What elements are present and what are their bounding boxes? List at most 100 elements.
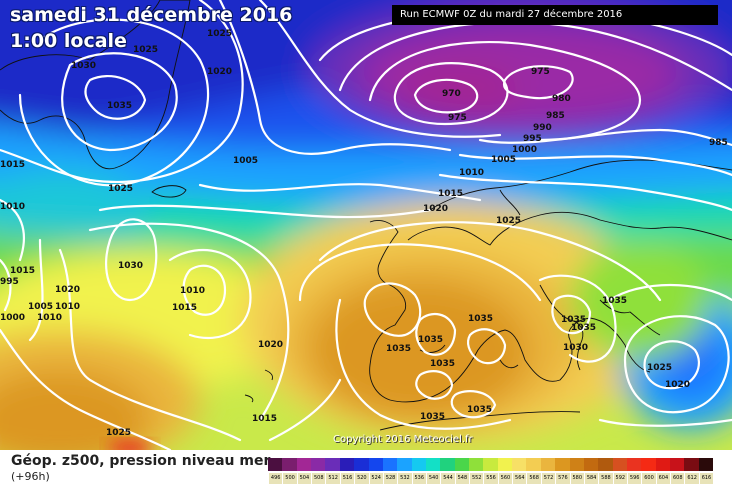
color-scale-swatch bbox=[397, 458, 412, 471]
color-scale-swatch bbox=[569, 458, 584, 471]
color-scale-tick-label: 592 bbox=[612, 473, 627, 484]
pressure-label: 990 bbox=[533, 123, 552, 133]
pressure-label: 1035 bbox=[571, 323, 596, 333]
model-run-info: Run ECMWF 0Z du mardi 27 décembre 2016 bbox=[392, 5, 718, 25]
color-scale-swatch bbox=[454, 458, 470, 471]
pressure-label: 1010 bbox=[37, 313, 62, 323]
legend-panel: Géop. z500, pression niveau mer (+96h) 4… bbox=[0, 450, 732, 488]
pressure-label: 1015 bbox=[10, 266, 35, 276]
color-scale-swatch bbox=[382, 458, 398, 471]
color-scale-swatch bbox=[368, 458, 383, 471]
color-scale-swatch bbox=[311, 458, 326, 471]
color-scale-swatch bbox=[425, 458, 441, 471]
color-scale-tick-label: 516 bbox=[339, 473, 355, 484]
color-scale-ticks: 496 500 504 508 512 516 520 524 528 532 536 540 544 5… bbox=[268, 473, 714, 484]
color-scale-swatch bbox=[440, 458, 455, 471]
color-scale: 496 500 504 508 512 516 520 524 528 532 536 540 544 5… bbox=[268, 458, 714, 484]
color-scale-tick-label: 520 bbox=[354, 473, 369, 484]
color-scale-swatch bbox=[555, 458, 570, 471]
pressure-label: 1020 bbox=[55, 285, 80, 295]
pressure-label: 1025 bbox=[106, 428, 131, 438]
pressure-label: 970 bbox=[442, 89, 461, 99]
pressure-label: 1030 bbox=[118, 261, 143, 271]
pressure-label: 1025 bbox=[647, 363, 672, 373]
color-scale-tick-label: 588 bbox=[598, 473, 613, 484]
pressure-label: 1035 bbox=[386, 344, 411, 354]
color-scale-tick-label: 560 bbox=[497, 473, 513, 484]
pressure-label: 975 bbox=[531, 67, 550, 77]
color-scale-tick-label: 568 bbox=[526, 473, 541, 484]
color-scale-tick-label: 536 bbox=[411, 473, 426, 484]
pressure-label: 1035 bbox=[430, 359, 455, 369]
color-scale-tick-label: 596 bbox=[626, 473, 642, 484]
color-scale-tick-label: 524 bbox=[368, 473, 383, 484]
color-scale-swatch bbox=[411, 458, 426, 471]
color-scale-tick-label: 564 bbox=[512, 473, 527, 484]
color-scale-tick-label: 500 bbox=[282, 473, 297, 484]
color-scale-swatch bbox=[626, 458, 642, 471]
color-scale-swatch bbox=[655, 458, 671, 471]
pressure-label: 980 bbox=[552, 94, 571, 104]
color-scale-swatch bbox=[540, 458, 556, 471]
pressure-label: 1005 bbox=[491, 155, 516, 165]
lead-time-label: (+96h) bbox=[11, 470, 50, 483]
pressure-label: 1035 bbox=[468, 314, 493, 324]
pressure-label: 1025 bbox=[496, 216, 521, 226]
color-scale-swatches bbox=[268, 458, 714, 471]
color-scale-tick-label: 584 bbox=[583, 473, 599, 484]
color-scale-swatch bbox=[670, 458, 685, 471]
geopotential-field bbox=[0, 0, 732, 450]
color-scale-swatch bbox=[641, 458, 656, 471]
pressure-labels: 1025 1025 1030 1035 1020 1015 1005 1010 … bbox=[0, 29, 728, 438]
color-scale-tick-label: 508 bbox=[311, 473, 326, 484]
pressure-label: 1035 bbox=[561, 315, 586, 325]
forecast-date: samedi 31 décembre 2016 bbox=[10, 4, 293, 26]
forecast-local-time: 1:00 locale bbox=[10, 30, 127, 52]
pressure-label: 1015 bbox=[252, 414, 277, 424]
pressure-label: 985 bbox=[546, 111, 565, 121]
product-label: Géop. z500, pression niveau mer bbox=[11, 453, 271, 469]
pressure-label: 1030 bbox=[563, 343, 588, 353]
pressure-label: 1035 bbox=[420, 412, 445, 422]
pressure-label: 1000 bbox=[512, 145, 537, 155]
pressure-label: 1010 bbox=[0, 202, 25, 212]
pressure-label: 1015 bbox=[0, 160, 25, 170]
color-scale-tick-label: 604 bbox=[655, 473, 671, 484]
pressure-label: 1025 bbox=[133, 45, 158, 55]
pressure-label: 995 bbox=[0, 277, 19, 287]
pressure-label: 1035 bbox=[107, 101, 132, 111]
color-scale-swatch bbox=[526, 458, 541, 471]
color-scale-swatch bbox=[282, 458, 297, 471]
pressure-label: 1020 bbox=[423, 204, 448, 214]
color-scale-swatch bbox=[268, 458, 283, 471]
color-scale-tick-label: 512 bbox=[325, 473, 340, 484]
color-scale-swatch bbox=[583, 458, 599, 471]
pressure-label: 1035 bbox=[467, 405, 492, 415]
color-scale-tick-label: 504 bbox=[296, 473, 312, 484]
pressure-label: 1015 bbox=[438, 189, 463, 199]
color-scale-tick-label: 612 bbox=[684, 473, 699, 484]
coastlines bbox=[0, 0, 732, 431]
color-scale-tick-label: 600 bbox=[641, 473, 656, 484]
color-scale-swatch bbox=[698, 458, 714, 471]
color-scale-swatch bbox=[612, 458, 627, 471]
color-scale-swatch bbox=[296, 458, 312, 471]
pressure-label: 1035 bbox=[418, 335, 443, 345]
pressure-label: 1035 bbox=[602, 296, 627, 306]
color-scale-swatch bbox=[339, 458, 355, 471]
color-scale-swatch bbox=[354, 458, 369, 471]
color-scale-swatch bbox=[598, 458, 613, 471]
color-scale-tick-label: 528 bbox=[382, 473, 398, 484]
color-scale-tick-label: 572 bbox=[540, 473, 556, 484]
pressure-label: 975 bbox=[448, 113, 467, 123]
pressure-label: 1025 bbox=[108, 184, 133, 194]
color-scale-tick-label: 548 bbox=[454, 473, 470, 484]
color-scale-tick-label: 552 bbox=[469, 473, 484, 484]
pressure-label: 1005 bbox=[233, 156, 258, 166]
color-scale-tick-label: 544 bbox=[440, 473, 455, 484]
color-scale-tick-label: 556 bbox=[483, 473, 498, 484]
pressure-label: 1015 bbox=[172, 303, 197, 313]
color-scale-swatch bbox=[469, 458, 484, 471]
copyright-notice: Copyright 2016 Meteociel.fr bbox=[333, 434, 473, 445]
pressure-label: 1010 bbox=[180, 286, 205, 296]
